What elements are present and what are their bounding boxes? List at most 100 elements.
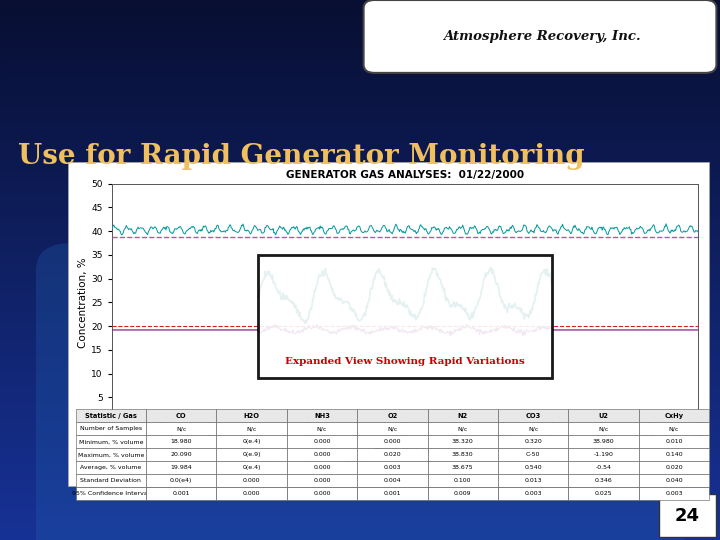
Bar: [0, 454, 720, 456]
Bar: [0, 319, 720, 321]
Bar: [0, 100, 720, 103]
Bar: [0, 154, 720, 157]
Bar: [0, 113, 720, 116]
Bar: [0, 335, 720, 338]
Bar: [0, 148, 720, 151]
Bar: [0, 46, 720, 49]
Bar: [0, 510, 720, 513]
Bar: [0, 351, 720, 354]
Bar: [0, 202, 720, 205]
Bar: [0, 211, 720, 213]
Bar: [0, 516, 720, 518]
Bar: [0, 97, 720, 100]
Bar: [0, 19, 720, 22]
Bar: [0, 346, 720, 348]
Bar: [0, 184, 720, 186]
Bar: [0, 467, 720, 470]
Bar: [0, 397, 720, 400]
Bar: [0, 81, 720, 84]
Bar: [0, 292, 720, 294]
Bar: [0, 521, 720, 524]
Bar: [0, 537, 720, 540]
Bar: [0, 94, 720, 97]
Bar: [0, 170, 720, 173]
Bar: [0, 359, 720, 362]
Bar: [0, 405, 720, 408]
Bar: [0, 8, 720, 11]
Bar: [0, 232, 720, 235]
Bar: [0, 224, 720, 227]
Bar: [0, 338, 720, 340]
Bar: [0, 324, 720, 327]
Bar: [0, 130, 720, 132]
X-axis label: Hour of Day: Hour of Day: [374, 445, 436, 455]
Bar: [0, 238, 720, 240]
Bar: [0, 386, 720, 389]
Bar: [0, 146, 720, 148]
Bar: [0, 427, 720, 429]
Bar: [0, 65, 720, 68]
Bar: [0, 394, 720, 397]
Bar: [0, 89, 720, 92]
Bar: [0, 57, 720, 59]
Bar: [0, 262, 720, 265]
Bar: [0, 227, 720, 229]
Bar: [0, 294, 720, 297]
Bar: [0, 157, 720, 159]
Bar: [0, 478, 720, 481]
Bar: [258, 255, 552, 379]
Bar: [0, 186, 720, 189]
Bar: [0, 489, 720, 491]
Bar: [0, 429, 720, 432]
FancyBboxPatch shape: [36, 243, 684, 540]
Bar: [0, 483, 720, 486]
Bar: [0, 240, 720, 243]
Bar: [0, 259, 720, 262]
Bar: [0, 375, 720, 378]
Bar: [0, 321, 720, 324]
Bar: [0, 62, 720, 65]
Bar: [0, 111, 720, 113]
Bar: [0, 383, 720, 386]
Bar: [0, 127, 720, 130]
Bar: [0, 54, 720, 57]
Bar: [0, 267, 720, 270]
Bar: [0, 105, 720, 108]
Bar: [0, 273, 720, 275]
Bar: [0, 162, 720, 165]
Bar: [0, 373, 720, 375]
Bar: [0, 435, 720, 437]
Bar: [0, 348, 720, 351]
Text: Atmosphere Recovery, Inc.: Atmosphere Recovery, Inc.: [443, 30, 640, 43]
Bar: [0, 270, 720, 273]
Bar: [0, 432, 720, 435]
Bar: [0, 140, 720, 143]
Bar: [0, 443, 720, 445]
Bar: [0, 243, 720, 246]
Bar: [0, 526, 720, 529]
Bar: [0, 343, 720, 346]
Bar: [0, 173, 720, 176]
Bar: [0, 418, 720, 421]
Bar: [0, 38, 720, 40]
Bar: [0, 265, 720, 267]
Bar: [0, 208, 720, 211]
Bar: [0, 116, 720, 119]
Bar: [0, 481, 720, 483]
Bar: [0, 178, 720, 181]
Bar: [0, 364, 720, 367]
Bar: [0, 165, 720, 167]
Bar: [0, 327, 720, 329]
Bar: [0, 194, 720, 197]
Bar: [0, 316, 720, 319]
Bar: [0, 0, 720, 3]
Bar: [0, 494, 720, 497]
Bar: [0, 132, 720, 135]
Bar: [0, 508, 720, 510]
Bar: [0, 462, 720, 464]
Bar: [0, 532, 720, 535]
Bar: [0, 475, 720, 478]
Bar: [0, 486, 720, 489]
Bar: [0, 408, 720, 410]
Bar: [0, 138, 720, 140]
